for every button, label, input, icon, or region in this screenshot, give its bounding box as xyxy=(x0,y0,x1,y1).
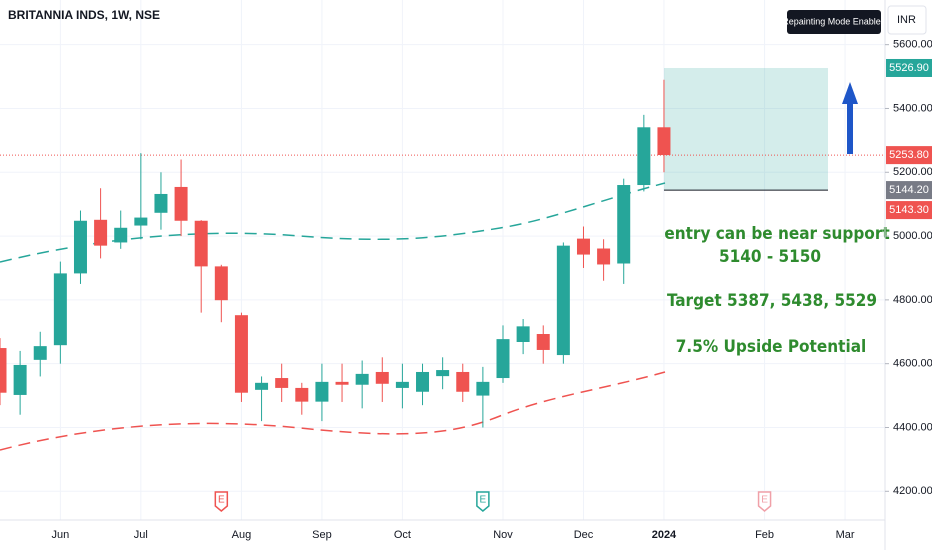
y-tick-label: 5000.00 xyxy=(893,230,932,242)
y-tick-label: 5400.00 xyxy=(893,102,932,114)
price-tag xyxy=(886,201,932,220)
candle-body xyxy=(597,248,611,265)
annotation: 5140 - 5150 xyxy=(719,247,821,267)
indicator-upper xyxy=(0,182,666,263)
candle-body xyxy=(395,381,409,388)
candle-body xyxy=(516,326,530,342)
price-tag-label: 5253.80 xyxy=(889,149,929,161)
price-tag xyxy=(886,58,932,77)
x-tick-label: Feb xyxy=(755,529,774,541)
x-tick-label: Nov xyxy=(493,529,513,541)
currency[interactable]: INR xyxy=(897,14,916,26)
annotation: Target 5387, 5438, 5529 xyxy=(667,291,877,311)
x-tick-label: Aug xyxy=(232,529,252,541)
candle-body xyxy=(174,186,188,221)
candle-body xyxy=(255,382,269,390)
candle-body xyxy=(53,273,67,346)
earnings-marker xyxy=(476,491,490,512)
price-tag-label: 5144.20 xyxy=(889,184,929,196)
candle-body xyxy=(617,185,631,264)
x-tick-label: Oct xyxy=(394,529,411,541)
x-tick-label: Jul xyxy=(134,529,148,541)
annotation: 7.5% Upside Potential xyxy=(676,337,867,357)
candle-body xyxy=(355,373,369,385)
earnings-label: E xyxy=(761,495,768,506)
target-zone xyxy=(663,67,828,191)
candle-body xyxy=(13,364,27,395)
candle-body xyxy=(315,381,329,402)
candle-body xyxy=(436,370,450,377)
candle-body xyxy=(234,315,248,393)
candle-body xyxy=(295,387,309,402)
earnings-label: E xyxy=(218,495,225,506)
x-tick-label: Jun xyxy=(51,529,69,541)
x-tick-label: Sep xyxy=(312,529,332,541)
candle-body xyxy=(375,371,389,384)
y-tick-label: 4400.00 xyxy=(893,421,932,433)
candle-body xyxy=(94,219,108,246)
candle-body xyxy=(154,193,168,213)
chart-title: BRITANNIA INDS, 1W, NSE xyxy=(8,8,160,22)
price-tag-label: 5526.90 xyxy=(889,62,929,74)
candle-body xyxy=(576,238,590,255)
y-tick-label: 5200.00 xyxy=(893,166,932,178)
x-tick-label: Mar xyxy=(836,529,855,541)
y-tick-label: 5600.00 xyxy=(893,39,932,51)
badge[interactable]: Repainting Mode Enabled xyxy=(782,16,886,26)
annotation: entry can be near support xyxy=(664,224,889,244)
arrow-up xyxy=(842,82,858,154)
earnings-marker xyxy=(757,491,772,512)
candle-body xyxy=(0,348,7,393)
x-tick-label: Dec xyxy=(574,529,594,541)
candle-body xyxy=(637,127,651,186)
currency-box[interactable] xyxy=(887,5,927,35)
candle-body xyxy=(73,220,87,274)
y-tick-label: 4800.00 xyxy=(893,294,932,306)
earnings-label: E xyxy=(480,495,487,506)
indicator-lower xyxy=(0,371,666,451)
candle-body xyxy=(33,346,47,360)
candle-body xyxy=(134,217,148,226)
candle-body xyxy=(114,227,128,243)
candle-body xyxy=(456,371,470,392)
candle-body xyxy=(657,127,671,156)
y-tick-label: 4200.00 xyxy=(893,485,932,497)
candle-body xyxy=(275,378,289,388)
y-tick-label: 4600.00 xyxy=(893,358,932,370)
candle-body xyxy=(335,381,349,385)
earnings-marker xyxy=(214,491,229,512)
candle-body xyxy=(496,339,510,379)
plot xyxy=(0,67,885,428)
candle-body xyxy=(476,381,490,396)
candle-body xyxy=(214,266,228,301)
candle-body xyxy=(556,245,570,356)
price-tag-label: 5143.30 xyxy=(889,204,929,216)
badge-bg xyxy=(787,10,881,34)
price-tag xyxy=(886,146,932,165)
candle-body xyxy=(194,220,208,267)
price-tag xyxy=(886,181,932,200)
candle-body xyxy=(536,334,550,350)
candle-body xyxy=(416,371,430,392)
x-tick-label: 2024 xyxy=(652,529,677,541)
